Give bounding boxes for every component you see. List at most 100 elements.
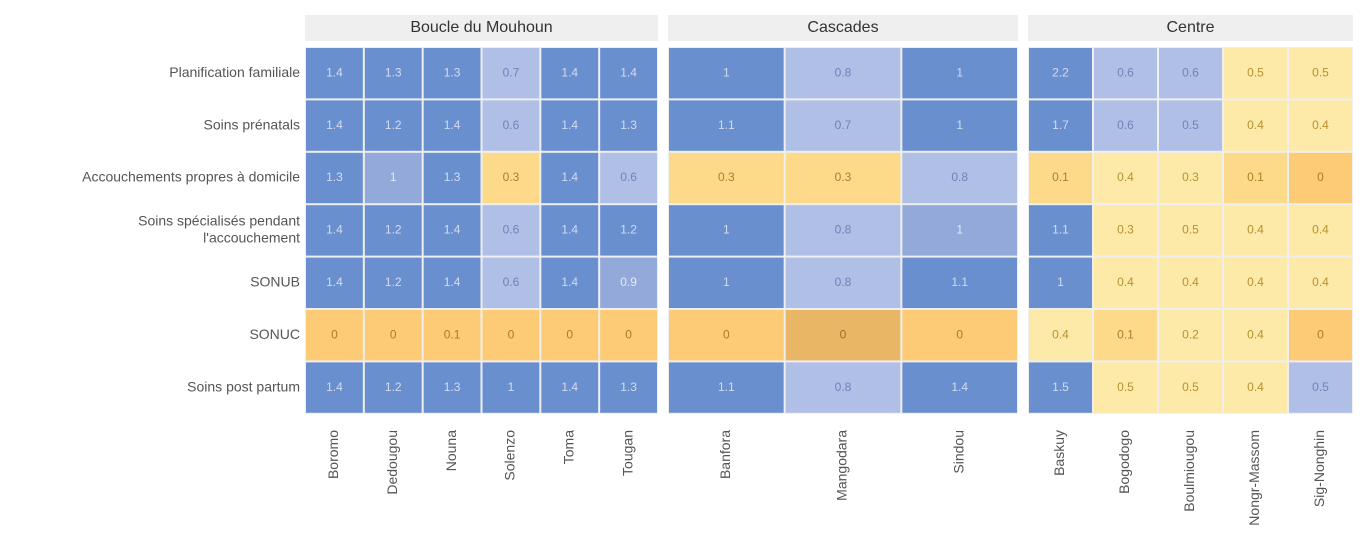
cell bbox=[600, 362, 657, 413]
column-label: Toma bbox=[560, 430, 576, 464]
cell-value: 0.8 bbox=[835, 275, 852, 289]
cell-value: 1.3 bbox=[385, 65, 402, 79]
cell-value: 0 bbox=[566, 327, 573, 341]
cell bbox=[1094, 310, 1157, 361]
cell-value: 1.4 bbox=[444, 223, 461, 237]
cell-value: 0.4 bbox=[1312, 275, 1329, 289]
cell-value: 0 bbox=[331, 327, 338, 341]
cell bbox=[423, 205, 481, 256]
cell bbox=[306, 100, 363, 151]
cell bbox=[902, 205, 1017, 256]
cell-value: 1 bbox=[956, 65, 963, 79]
cell-value: 0.1 bbox=[444, 327, 461, 341]
cell bbox=[364, 362, 422, 413]
cell bbox=[1094, 362, 1157, 413]
cell bbox=[1094, 205, 1157, 256]
cell-value: 0.1 bbox=[1117, 327, 1134, 341]
cell bbox=[785, 257, 901, 308]
cell-value: 1 bbox=[390, 170, 397, 184]
cell-value: 1 bbox=[956, 118, 963, 132]
cell-value: 1.2 bbox=[385, 118, 402, 132]
cell bbox=[1159, 100, 1222, 151]
cell-value: 0 bbox=[956, 327, 963, 341]
cell-value: 1.2 bbox=[385, 223, 402, 237]
cell-value: 1.1 bbox=[718, 380, 735, 394]
cell-value: 0 bbox=[1317, 170, 1324, 184]
cell-value: 1.3 bbox=[620, 380, 637, 394]
column-label: Baskuy bbox=[1051, 430, 1067, 476]
column-label: Boromo bbox=[325, 430, 341, 479]
column-label: Bogodogo bbox=[1116, 430, 1132, 494]
cell bbox=[541, 100, 599, 151]
cell-value: 0.4 bbox=[1247, 223, 1264, 237]
cell bbox=[600, 257, 657, 308]
cell-value: 1.3 bbox=[620, 118, 637, 132]
cell bbox=[600, 152, 657, 204]
cell-value: 0 bbox=[1317, 327, 1324, 341]
cell bbox=[1029, 100, 1092, 151]
cell bbox=[1159, 48, 1222, 99]
cell-value: 0.5 bbox=[1182, 223, 1199, 237]
cell-value: 1.4 bbox=[561, 118, 578, 132]
cell-value: 0.6 bbox=[503, 118, 520, 132]
cell-value: 0.3 bbox=[503, 170, 520, 184]
cell-value: 0.4 bbox=[1247, 118, 1264, 132]
cell bbox=[306, 362, 363, 413]
cell-value: 1.1 bbox=[718, 118, 735, 132]
cell bbox=[423, 257, 481, 308]
cell-value: 0.8 bbox=[835, 223, 852, 237]
cell bbox=[669, 205, 784, 256]
strip bbox=[305, 15, 658, 41]
cell bbox=[541, 48, 599, 99]
cell-value: 0.5 bbox=[1247, 65, 1264, 79]
cell-value: 0.4 bbox=[1182, 275, 1199, 289]
cell bbox=[306, 152, 363, 204]
cell-value: 0.6 bbox=[1117, 118, 1134, 132]
cell-value: 1 bbox=[508, 380, 515, 394]
cell-value: 1.4 bbox=[326, 118, 343, 132]
cell-value: 0.4 bbox=[1247, 327, 1264, 341]
cell bbox=[541, 310, 599, 361]
cell bbox=[423, 48, 481, 99]
row-label: SONUB bbox=[250, 274, 300, 290]
row-label: Soins post partum bbox=[187, 378, 300, 394]
cell bbox=[902, 257, 1017, 308]
cell-value: 0.4 bbox=[1247, 275, 1264, 289]
column-label: Mangodara bbox=[834, 430, 850, 501]
cell-value: 0.3 bbox=[718, 170, 735, 184]
cell-value: 1 bbox=[723, 65, 730, 79]
cell bbox=[541, 362, 599, 413]
cell bbox=[364, 205, 422, 256]
cell bbox=[669, 152, 784, 204]
cell-value: 1.3 bbox=[444, 170, 461, 184]
cell bbox=[902, 100, 1017, 151]
cell-value: 0.7 bbox=[835, 118, 852, 132]
column-label: Tougan bbox=[619, 430, 635, 476]
cell bbox=[902, 362, 1017, 413]
cell bbox=[1289, 310, 1352, 361]
cell bbox=[1159, 362, 1222, 413]
cell bbox=[600, 310, 657, 361]
cell-value: 2.2 bbox=[1052, 65, 1069, 79]
cell-value: 1.1 bbox=[1052, 223, 1069, 237]
cell bbox=[785, 362, 901, 413]
cell-value: 0 bbox=[390, 327, 397, 341]
cell bbox=[669, 48, 784, 99]
cell-value: 0.5 bbox=[1182, 118, 1199, 132]
cell bbox=[423, 100, 481, 151]
cell-value: 1.2 bbox=[385, 380, 402, 394]
row-label: l'accouchement bbox=[203, 230, 300, 246]
cell-value: 0.5 bbox=[1312, 380, 1329, 394]
cell bbox=[785, 310, 901, 361]
cell-value: 1 bbox=[1057, 275, 1064, 289]
cell-value: 1 bbox=[723, 223, 730, 237]
cell bbox=[1289, 362, 1352, 413]
strip bbox=[668, 15, 1018, 41]
cell-value: 1.4 bbox=[620, 65, 637, 79]
cell bbox=[1029, 362, 1092, 413]
cell bbox=[669, 362, 784, 413]
cell bbox=[1224, 48, 1287, 99]
cell-value: 0 bbox=[840, 327, 847, 341]
cell-value: 0.2 bbox=[1182, 327, 1199, 341]
